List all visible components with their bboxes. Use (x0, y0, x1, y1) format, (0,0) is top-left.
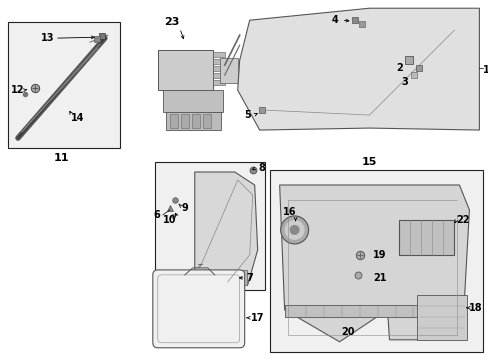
Bar (212, 52, 224, 57)
Text: 16: 16 (283, 207, 296, 217)
Bar (212, 80, 224, 85)
Text: 17: 17 (250, 313, 264, 323)
Text: 7: 7 (246, 273, 253, 283)
Text: 20: 20 (340, 327, 354, 337)
Bar (169, 114, 178, 128)
Bar (155, 162, 264, 290)
Bar (181, 114, 188, 128)
Polygon shape (237, 8, 478, 130)
Text: 3: 3 (400, 77, 407, 87)
Text: 15: 15 (361, 157, 376, 167)
Text: 21: 21 (372, 273, 386, 283)
Bar (8, 22, 120, 148)
Bar (203, 114, 210, 128)
Text: 23: 23 (164, 17, 179, 27)
Bar (226, 270, 246, 285)
Text: 11: 11 (54, 153, 69, 163)
Text: 9: 9 (181, 203, 188, 213)
FancyBboxPatch shape (152, 270, 244, 348)
Text: 2: 2 (395, 63, 402, 73)
Polygon shape (194, 172, 257, 288)
Text: 13: 13 (41, 33, 55, 43)
Bar (399, 220, 453, 255)
Bar (212, 66, 224, 71)
Text: 4: 4 (330, 15, 337, 25)
Text: 6: 6 (153, 210, 160, 220)
Bar (191, 114, 199, 128)
Bar (269, 170, 483, 352)
Text: 10: 10 (163, 215, 176, 225)
Bar (158, 50, 212, 90)
Polygon shape (279, 185, 468, 342)
Bar (219, 58, 237, 83)
Bar (417, 295, 467, 340)
Bar (165, 112, 220, 130)
Bar (284, 305, 424, 317)
Text: 8: 8 (258, 163, 264, 173)
Text: 12: 12 (11, 85, 25, 95)
Text: 18: 18 (468, 303, 481, 313)
Bar (212, 59, 224, 64)
Text: 1: 1 (482, 65, 488, 75)
Text: 22: 22 (456, 215, 469, 225)
Text: 5: 5 (244, 110, 250, 120)
Bar (212, 73, 224, 78)
Circle shape (289, 225, 299, 235)
Bar (163, 90, 222, 112)
Text: 19: 19 (372, 250, 386, 260)
Circle shape (284, 220, 304, 240)
Circle shape (280, 216, 308, 244)
Text: 14: 14 (71, 113, 84, 123)
